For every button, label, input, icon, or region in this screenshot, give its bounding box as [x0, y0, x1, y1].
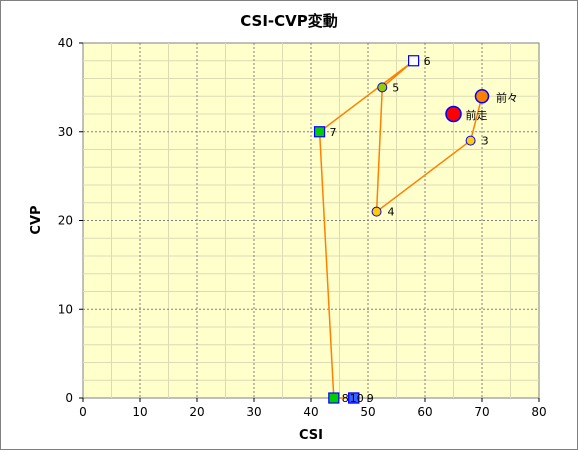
point-label-8: 8	[342, 392, 349, 405]
x-tick-label: 0	[79, 405, 87, 419]
y-tick-label: 0	[65, 391, 73, 405]
x-tick-label: 20	[189, 405, 204, 419]
point-label-9: 9	[367, 392, 374, 405]
point-label-3: 3	[482, 135, 489, 148]
y-tick-label: 30	[58, 125, 73, 139]
x-axis-label: CSI	[299, 428, 323, 443]
series	[313, 55, 490, 404]
point-marker-6	[408, 55, 420, 67]
y-axis-ticks: 0 10 20 30 40	[58, 36, 83, 405]
x-axis-ticks: 0 10 20 30 40 50 60 70 80	[79, 398, 547, 419]
y-axis-label: CVP	[29, 205, 44, 234]
point-marker-4	[371, 206, 382, 217]
point-label-6: 6	[424, 55, 431, 68]
point-marker-前々	[474, 89, 490, 104]
point-marker-前走	[445, 105, 462, 123]
point-label-5: 5	[392, 81, 399, 94]
x-tick-label: 60	[417, 405, 432, 419]
point-marker-8	[328, 392, 340, 404]
point-label-前々: 前々	[496, 90, 518, 104]
x-tick-label: 50	[360, 405, 375, 419]
x-tick-label: 70	[474, 405, 489, 419]
x-tick-label: 40	[303, 405, 318, 419]
trajectory-line	[318, 60, 483, 399]
y-tick-label: 20	[58, 214, 73, 228]
point-label-前走: 前走	[466, 108, 488, 122]
y-tick-label: 40	[58, 36, 73, 50]
point-marker-10	[348, 392, 360, 404]
point-label-4: 4	[388, 206, 395, 219]
point-marker-3	[465, 135, 476, 146]
x-tick-label: 10	[132, 405, 147, 419]
x-tick-label: 30	[246, 405, 261, 419]
chart-title: CSI-CVP変動	[240, 12, 338, 30]
point-label-10: 10	[350, 392, 364, 405]
x-tick-label: 80	[531, 405, 546, 419]
point-marker-5	[377, 82, 388, 93]
y-tick-label: 10	[58, 302, 73, 316]
point-label-7: 7	[330, 126, 337, 139]
point-marker-7	[313, 126, 326, 138]
grid	[83, 43, 539, 398]
